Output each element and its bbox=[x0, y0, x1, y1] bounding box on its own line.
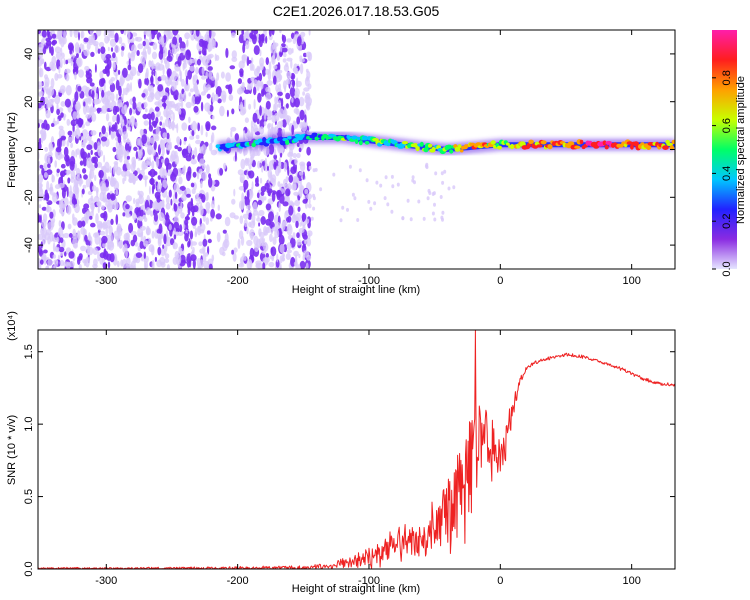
colorbar-tick-label: 0.6 bbox=[721, 118, 733, 133]
snr-series-line bbox=[38, 330, 675, 569]
ridge-point bbox=[415, 145, 420, 152]
spectrogram-noise-speckle bbox=[38, 30, 456, 269]
ridge-point bbox=[579, 139, 584, 145]
colorbar-tick-label: 0.4 bbox=[721, 166, 733, 181]
spectrogram-ridge bbox=[215, 131, 675, 156]
ridge-point bbox=[646, 145, 652, 151]
ridge-point bbox=[278, 136, 284, 142]
snr-plot-area bbox=[38, 330, 675, 569]
ridge-point bbox=[356, 136, 361, 141]
ridge-point bbox=[449, 149, 454, 154]
ridge-point bbox=[630, 144, 634, 150]
snr-x-label: Height of straight line (km) bbox=[292, 583, 420, 595]
ridge-point bbox=[354, 138, 359, 144]
spectrogram-y-label: Frequency (Hz) bbox=[6, 112, 18, 188]
snr-y-label: SNR (10 * v/v) bbox=[6, 415, 18, 485]
ridge-point bbox=[536, 144, 543, 148]
spectrogram-y-ticks: -40 -20 0 20 40 bbox=[23, 48, 675, 253]
colorbar-ticks: 0.0 0.2 0.4 0.6 0.8 bbox=[712, 70, 733, 277]
spectrogram-y-tick-label: 40 bbox=[23, 48, 35, 60]
snr-x-ticks: -300 -200 -100 0 100 bbox=[95, 330, 641, 587]
chart-title: C2E1.2026.017.18.53.G05 bbox=[273, 3, 440, 19]
snr-y-ticks: 0.0 0.5 1.0 1.5 bbox=[23, 344, 675, 577]
ridge-point bbox=[251, 142, 256, 148]
ridge-point bbox=[662, 145, 669, 151]
ridge-point bbox=[490, 140, 496, 145]
ridge-point bbox=[626, 141, 633, 145]
ridge-point bbox=[526, 143, 532, 148]
ridge-point bbox=[497, 145, 502, 150]
ridge-point bbox=[574, 145, 581, 149]
spectrogram-plot-area bbox=[38, 30, 675, 269]
ridge-point bbox=[459, 149, 464, 153]
spectrogram-x-tick-label: -200 bbox=[227, 275, 249, 287]
snr-y-multiplier: (x10⁴) bbox=[6, 311, 18, 341]
ridge-point bbox=[671, 139, 675, 145]
snr-x-tick-label: -100 bbox=[358, 575, 380, 587]
ridge-point bbox=[287, 135, 292, 140]
ridge-point bbox=[428, 143, 433, 148]
spectrogram-x-ticks: -300 -200 -100 0 100 bbox=[95, 30, 641, 287]
spectrogram-x-label: Height of straight line (km) bbox=[292, 284, 420, 296]
ridge-point bbox=[547, 144, 553, 150]
colorbar-label: Normalized spectral amplitude bbox=[735, 76, 747, 224]
ridge-point bbox=[358, 140, 363, 146]
spectrogram-x-tick-label: 100 bbox=[622, 275, 640, 287]
snr-x-tick-label: 0 bbox=[497, 575, 503, 587]
ridge-point bbox=[540, 140, 547, 145]
ridge-point bbox=[604, 145, 609, 150]
snr-x-tick-label: 100 bbox=[622, 575, 640, 587]
colorbar-gradient bbox=[712, 30, 737, 269]
snr-frame bbox=[37, 329, 676, 570]
snr-x-tick-label: -300 bbox=[95, 575, 117, 587]
ridge-point bbox=[262, 137, 267, 143]
ridge-point bbox=[457, 144, 462, 149]
colorbar-tick-label: 0.0 bbox=[721, 261, 733, 276]
snr-x-tick-label: -200 bbox=[227, 575, 249, 587]
ridge-point bbox=[567, 141, 575, 146]
ridge-point bbox=[446, 144, 453, 150]
snr-panel: -300 -200 -100 0 100 0.0 0.5 1.0 1.5 Height of … bbox=[6, 311, 676, 595]
ridge-point bbox=[401, 141, 409, 145]
ridge-point bbox=[364, 140, 370, 145]
spectrogram-y-tick-label: -20 bbox=[23, 189, 35, 205]
ridge-point bbox=[506, 142, 510, 146]
spectrogram-x-tick-label: 0 bbox=[497, 275, 503, 287]
ridge-point bbox=[285, 139, 290, 145]
spectrogram-y-tick-label: -40 bbox=[23, 237, 35, 253]
ridge-point bbox=[593, 145, 600, 149]
ridge-point bbox=[257, 138, 263, 143]
ridge-point bbox=[528, 139, 534, 144]
snr-y-tick-label: 0.5 bbox=[23, 489, 35, 504]
ridge-point bbox=[311, 132, 318, 137]
spectrogram-y-tick-label: 20 bbox=[23, 96, 35, 108]
ridge-point bbox=[279, 140, 287, 146]
ridge-point bbox=[602, 140, 607, 146]
colorbar: 0.0 0.2 0.4 0.6 0.8 Normalized spectral ampl… bbox=[712, 30, 747, 277]
spectrogram-x-tick-label: -300 bbox=[95, 275, 117, 287]
ridge-point bbox=[351, 135, 358, 140]
spectrogram-y-tick-label: 0 bbox=[23, 146, 35, 152]
snr-y-tick-label: 0.0 bbox=[23, 561, 35, 576]
colorbar-tick-label: 0.2 bbox=[721, 214, 733, 229]
ridge-point bbox=[386, 142, 391, 147]
snr-y-tick-label: 1.0 bbox=[23, 417, 35, 432]
ridge-point bbox=[361, 135, 369, 141]
ridge-point bbox=[669, 145, 674, 151]
spectrogram-x-tick-label: -100 bbox=[358, 275, 380, 287]
snr-y-tick-label: 1.5 bbox=[23, 344, 35, 359]
ridge-point bbox=[419, 141, 424, 147]
colorbar-tick-label: 0.8 bbox=[721, 70, 733, 85]
